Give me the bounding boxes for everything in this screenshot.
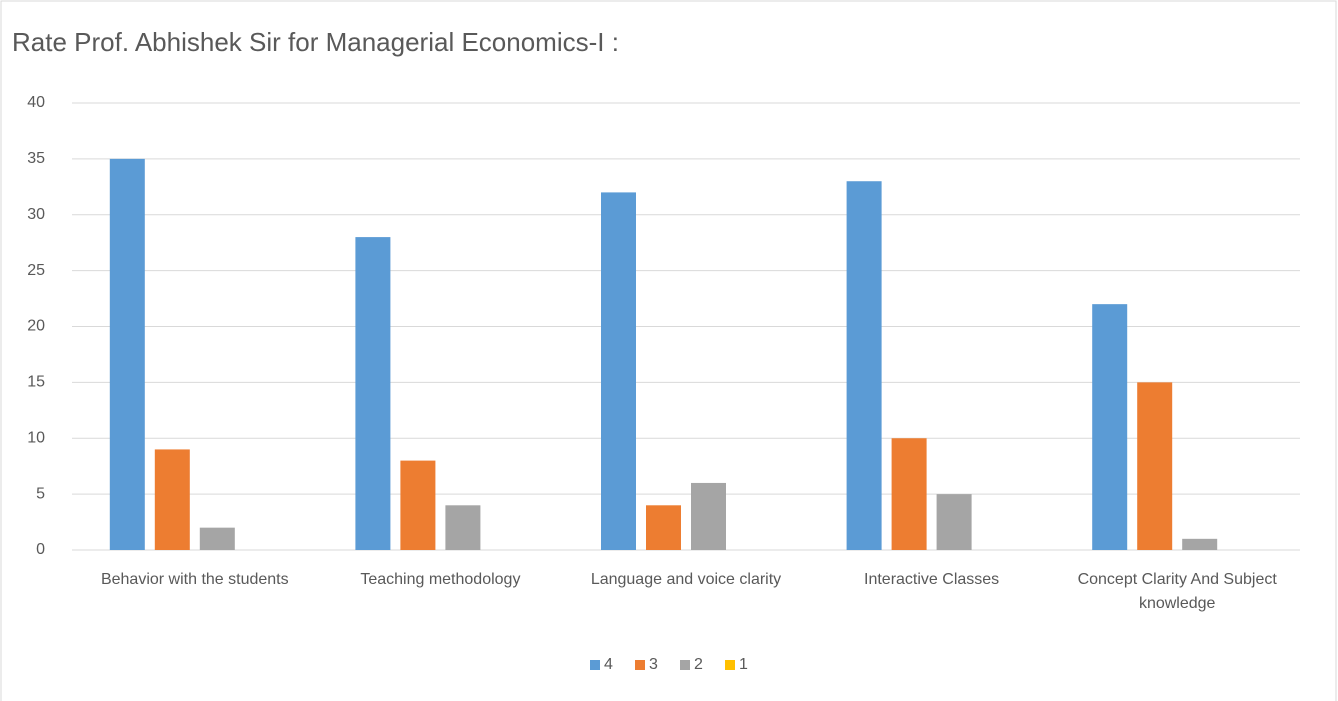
y-tick-label: 25 <box>27 262 45 279</box>
bar <box>154 449 190 550</box>
bar <box>1137 382 1173 550</box>
y-tick-label: 40 <box>27 94 45 111</box>
x-tick-label: Interactive Classes <box>864 571 1000 588</box>
y-tick-label: 30 <box>27 206 45 223</box>
x-tick-label: Behavior with the students <box>100 571 289 588</box>
legend-label: 3 <box>649 656 658 673</box>
bar <box>109 158 145 550</box>
bar <box>691 482 726 550</box>
x-tick-label: Language and voice clarity <box>590 571 782 588</box>
bar <box>936 494 972 550</box>
bar <box>355 237 391 550</box>
bar <box>646 505 681 550</box>
y-tick-label: 10 <box>27 429 45 446</box>
legend-swatch <box>680 660 690 670</box>
bar <box>1092 304 1128 550</box>
bar <box>846 181 882 550</box>
x-tick-label: Concept Clarity And Subject knowledge <box>1077 571 1277 612</box>
bar <box>400 460 436 550</box>
legend-swatch <box>725 660 735 670</box>
bar <box>199 527 235 550</box>
chart-title: Rate Prof. Abhishek Sir for Managerial E… <box>12 27 619 57</box>
legend-swatch <box>590 660 600 670</box>
y-tick-label: 5 <box>36 485 45 502</box>
x-tick-label: Teaching methodology <box>360 571 521 588</box>
y-tick-label: 0 <box>36 541 45 558</box>
legend-label: 2 <box>694 656 703 673</box>
legend-label: 1 <box>739 656 748 673</box>
bar <box>445 505 481 550</box>
y-tick-label: 15 <box>27 374 45 391</box>
legend-label: 4 <box>604 656 613 673</box>
y-tick-label: 35 <box>27 150 45 167</box>
legend-swatch <box>635 660 645 670</box>
bar <box>1182 538 1218 550</box>
y-tick-label: 20 <box>27 318 45 335</box>
bar <box>891 438 927 550</box>
bar <box>601 192 636 550</box>
